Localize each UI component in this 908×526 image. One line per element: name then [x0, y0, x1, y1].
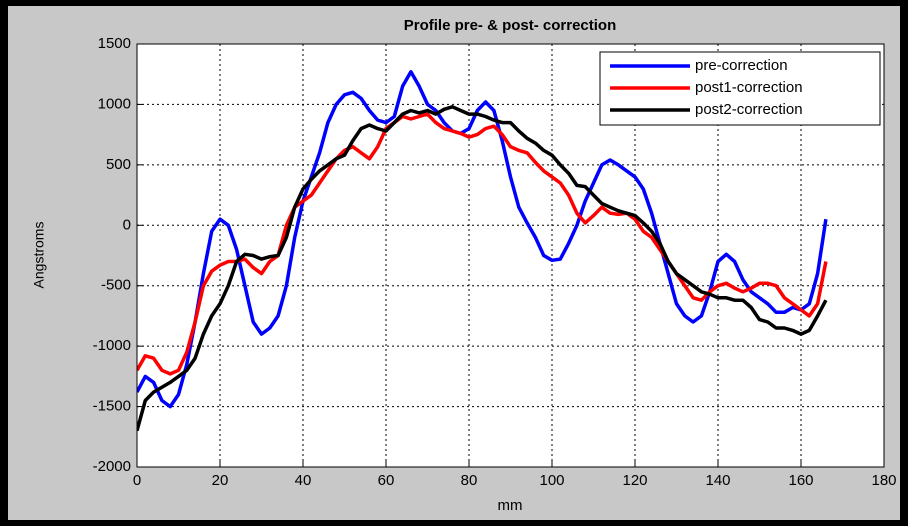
x-tick-label: 0 — [133, 472, 141, 489]
x-axis-label: mm — [498, 497, 523, 514]
x-tick-label: 120 — [622, 472, 647, 489]
legend-label: pre-correction — [695, 57, 788, 74]
axes-box — [136, 43, 885, 468]
y-tick-label: 1500 — [98, 35, 131, 52]
legend-label: post1-correction — [695, 79, 803, 96]
x-tick-label: 60 — [378, 472, 395, 489]
y-tick-label: -500 — [101, 277, 131, 294]
y-tick-label: -2000 — [93, 458, 131, 475]
y-tick-label: -1500 — [93, 398, 131, 415]
x-tick-label: 40 — [295, 472, 312, 489]
data-line — [137, 105, 828, 432]
y-tick-label: 1000 — [98, 95, 131, 112]
y-axis-label: Angstroms — [31, 222, 47, 289]
data-line — [137, 70, 828, 409]
x-tick-label: 140 — [705, 472, 730, 489]
y-tick-label: 500 — [106, 156, 131, 173]
x-tick-label: 20 — [212, 472, 229, 489]
x-tick-label: 80 — [461, 472, 478, 489]
data-line — [137, 112, 828, 376]
x-tick-label: 160 — [788, 472, 813, 489]
x-tick-label: 180 — [871, 472, 896, 489]
x-tick-label: 100 — [539, 472, 564, 489]
y-tick-label: -1000 — [93, 337, 131, 354]
y-tick-label: 0 — [123, 216, 131, 233]
chart-title: Profile pre- & post- correction — [404, 17, 617, 34]
legend-label: post2-correction — [695, 101, 803, 118]
